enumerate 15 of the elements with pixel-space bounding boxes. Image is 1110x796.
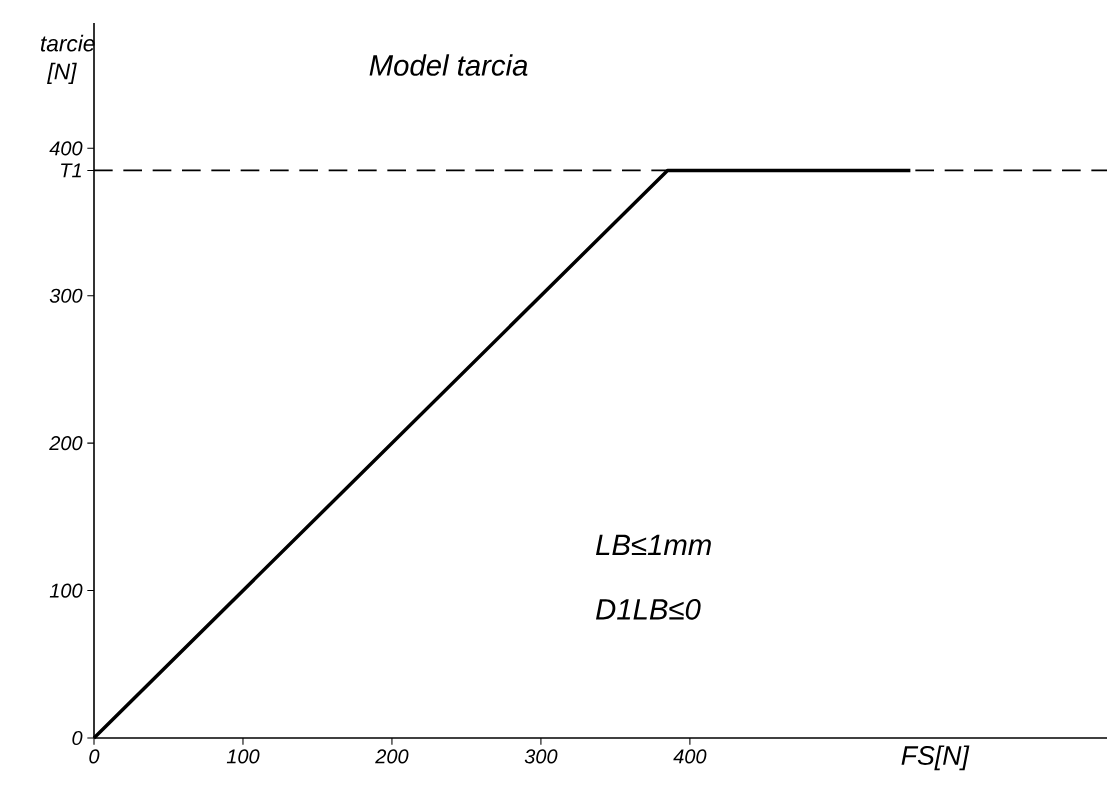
annotation: LB≤1mm (595, 534, 711, 556)
y-tick-label: 300 (49, 288, 83, 303)
y-tick-label: T1 (61, 163, 81, 178)
y-tick-label: 0 (72, 730, 83, 746)
x-tick-label: 100 (226, 749, 260, 764)
x-tick-label: 300 (524, 749, 558, 764)
x-axis-title: FS[N] (901, 745, 970, 771)
x-tick-label: 400 (673, 749, 707, 764)
y-tick-label: 100 (49, 583, 83, 598)
text: Model tarcia (369, 54, 528, 76)
annotation: D1LB≤0 (595, 598, 701, 620)
x-tick-label: 200 (375, 749, 409, 764)
x-tick-label: 0 (89, 749, 100, 764)
y-tick-label: 400 (49, 141, 83, 156)
y-tick-label: 200 (49, 436, 83, 451)
